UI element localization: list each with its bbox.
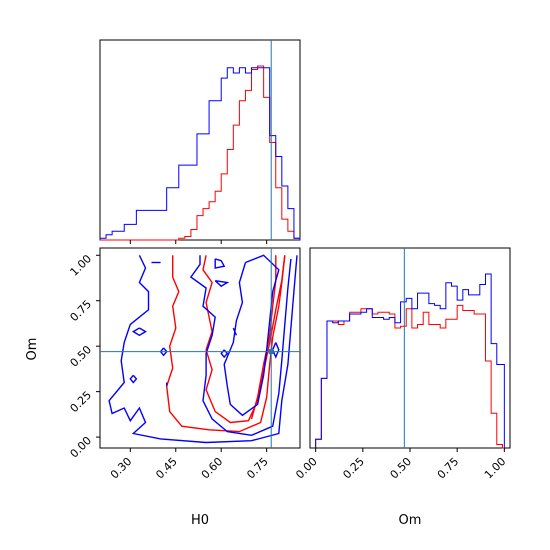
panel-h0-histogram [99, 39, 301, 244]
contour-blue-11 [220, 349, 229, 359]
contour-series [108, 254, 298, 444]
contour-blue-5 [131, 327, 147, 337]
om-tick-label: 0.50 [68, 343, 95, 370]
hist-series-blue [315, 273, 505, 448]
truth-marker [268, 349, 274, 355]
contour-red-0 [165, 255, 286, 433]
om-axis-label: Om [25, 338, 40, 361]
om-hist-ticks: 0.00 0.25 0.50 0.75 1.00 [293, 448, 508, 481]
h0-tick-label: 0.45 [153, 455, 180, 482]
hist-series-blue [99, 67, 301, 240]
contour-blue-6 [159, 347, 168, 357]
contour-blue-12 [271, 342, 280, 359]
contour-blue-2 [223, 254, 280, 417]
om-tick-label: 1.00 [68, 252, 95, 279]
om-hist-tick-label: 1.00 [482, 455, 509, 482]
om-hist-tick-label: 0.50 [388, 455, 415, 482]
om-tick-label: 0.75 [68, 298, 95, 325]
contour-blue-10 [232, 327, 238, 336]
contour-frame [99, 247, 301, 449]
panel-h0-om-contour: 0.30 0.45 0.60 0.750.000.250.500.751.00 H0 … [25, 247, 301, 528]
contour-ticks: 0.30 0.45 0.60 0.75 0.00 0.25 0.50 0.75 1.00 [68, 252, 271, 481]
om-hist-tick-label: 0.00 [293, 455, 320, 482]
contour-blue-9 [214, 280, 230, 288]
h0-tick-label: 0.60 [199, 455, 226, 482]
h0-tick-label: 0.75 [244, 455, 271, 482]
contour-blue-0 [108, 254, 298, 444]
contour-blue-3 [214, 258, 226, 269]
panel-om-histogram: 0.00 0.25 0.50 0.75 1.00 Om [293, 247, 511, 528]
h0-tick-label: 0.30 [108, 455, 135, 482]
hist-series-red [315, 304, 505, 449]
h0-hist-frame [99, 39, 301, 241]
om-tick-label: 0.25 [68, 389, 95, 416]
h0-hist-series [99, 65, 301, 241]
om-hist-tick-label: 0.75 [435, 455, 462, 482]
h0-hist-ticks [129, 240, 268, 244]
om-tick-label: 0.00 [68, 434, 95, 461]
contour-blue-1 [189, 255, 292, 437]
contour-blue-7 [129, 374, 138, 384]
om-hist-series [315, 273, 505, 449]
om-hist-frame [309, 247, 511, 449]
h0-axis-label: H0 [191, 513, 209, 528]
om-hist-tick-label: 0.25 [340, 455, 367, 482]
om-hist-axis-label: Om [399, 513, 422, 528]
